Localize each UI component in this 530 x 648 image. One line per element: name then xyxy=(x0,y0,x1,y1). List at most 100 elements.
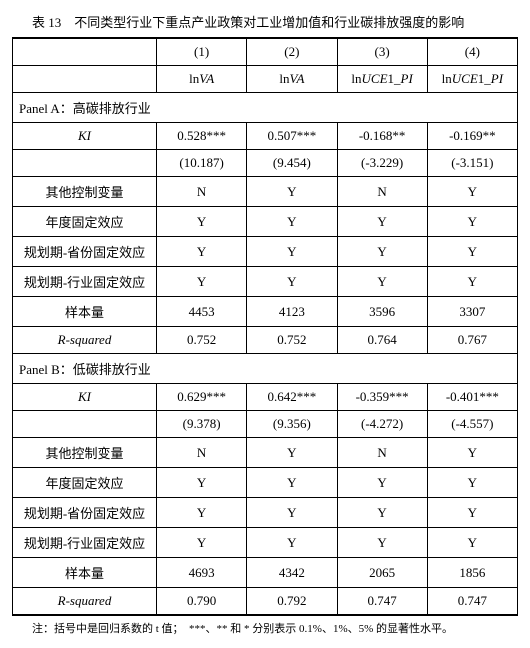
header-corner-2 xyxy=(13,66,157,93)
panelB-row-4-label: 样本量 xyxy=(13,558,157,588)
panelB-ki-c1: 0.629*** xyxy=(157,384,247,411)
table-note: 注：括号中是回归系数的 t 值； ***、** 和 * 分别表示 0.1%、1%… xyxy=(12,620,518,636)
panelA-kit-c3: (-3.229) xyxy=(337,150,427,177)
panelB-row-4-c1: 4693 xyxy=(157,558,247,588)
panelB-kit-c4: (-4.557) xyxy=(427,411,517,438)
panelB-row-0-c4: Y xyxy=(427,438,517,468)
panelB-kit-row: (9.378)(9.356)(-4.272)(-4.557) xyxy=(13,411,518,438)
panelB-row-4: 样本量4693434220651856 xyxy=(13,558,518,588)
panelB-r2-row: R-squared0.7900.7920.7470.747 xyxy=(13,588,518,616)
panelA-row-0-c1: N xyxy=(157,177,247,207)
panelB-row-0-label: 其他控制变量 xyxy=(13,438,157,468)
panelA-row-3-c4: Y xyxy=(427,267,517,297)
panelA-row-1: 年度固定效应YYYY xyxy=(13,207,518,237)
panelA-title: Panel A：高碳排放行业 xyxy=(13,93,518,123)
panelB-kit-c1: (9.378) xyxy=(157,411,247,438)
panelB-row-4-c2: 4342 xyxy=(247,558,337,588)
panelB-ki-c3: -0.359*** xyxy=(337,384,427,411)
panelA-row-3-c1: Y xyxy=(157,267,247,297)
panelB-ki-c2: 0.642*** xyxy=(247,384,337,411)
panelA-row-0-c2: Y xyxy=(247,177,337,207)
panelA-row-2-c4: Y xyxy=(427,237,517,267)
panelA-row-4-c3: 3596 xyxy=(337,297,427,327)
panelB-row-2: 规划期-省份固定效应YYYY xyxy=(13,498,518,528)
panelA-title-row: Panel A：高碳排放行业 xyxy=(13,93,518,123)
panelA-kit-c1: (10.187) xyxy=(157,150,247,177)
panelB-row-3: 规划期-行业固定效应YYYY xyxy=(13,528,518,558)
panelA-row-3-label: 规划期-行业固定效应 xyxy=(13,267,157,297)
dep-2: lnVA xyxy=(247,66,337,93)
panelA-row-1-c1: Y xyxy=(157,207,247,237)
panelB-ki-c4: -0.401*** xyxy=(427,384,517,411)
panelA-row-4-label: 样本量 xyxy=(13,297,157,327)
panelA-r2-c4: 0.767 xyxy=(427,327,517,354)
panelA-kit-c2: (9.454) xyxy=(247,150,337,177)
panelA-ki-row: KI0.528***0.507***-0.168**-0.169** xyxy=(13,123,518,150)
panelA-row-2-c3: Y xyxy=(337,237,427,267)
panelB-row-2-c4: Y xyxy=(427,498,517,528)
panelB-row-0-c3: N xyxy=(337,438,427,468)
panelB-row-0-c1: N xyxy=(157,438,247,468)
panelA-ki-c3: -0.168** xyxy=(337,123,427,150)
panelA-row-0-c4: Y xyxy=(427,177,517,207)
panelB-ki-label: KI xyxy=(13,384,157,411)
panelB-kit-c2: (9.356) xyxy=(247,411,337,438)
panelA-row-1-c4: Y xyxy=(427,207,517,237)
panelB-row-3-c4: Y xyxy=(427,528,517,558)
col-num-1: (1) xyxy=(157,38,247,66)
panelA-kit-row: (10.187)(9.454)(-3.229)(-3.151) xyxy=(13,150,518,177)
panelB-row-3-label: 规划期-行业固定效应 xyxy=(13,528,157,558)
panelA-kit-label xyxy=(13,150,157,177)
panelB-row-3-c3: Y xyxy=(337,528,427,558)
panelA-row-2-c1: Y xyxy=(157,237,247,267)
panelB-row-2-c1: Y xyxy=(157,498,247,528)
panelB-row-4-c3: 2065 xyxy=(337,558,427,588)
panelB-ki-row: KI0.629***0.642***-0.359***-0.401*** xyxy=(13,384,518,411)
panelB-title-row: Panel B：低碳排放行业 xyxy=(13,354,518,384)
regression-table: (1)(2)(3)(4)lnVAlnVAlnUCE1_PIlnUCE1_PIPa… xyxy=(12,37,518,616)
panelA-row-0-label: 其他控制变量 xyxy=(13,177,157,207)
panelA-r2-label: R-squared xyxy=(13,327,157,354)
header-row-nums: (1)(2)(3)(4) xyxy=(13,38,518,66)
panelA-ki-c2: 0.507*** xyxy=(247,123,337,150)
panelA-row-0: 其他控制变量NYNY xyxy=(13,177,518,207)
panelA-row-3: 规划期-行业固定效应YYYY xyxy=(13,267,518,297)
panelA-row-1-label: 年度固定效应 xyxy=(13,207,157,237)
panelB-r2-c4: 0.747 xyxy=(427,588,517,616)
panelB-row-2-c2: Y xyxy=(247,498,337,528)
panelA-row-4-c2: 4123 xyxy=(247,297,337,327)
panelA-r2-c3: 0.764 xyxy=(337,327,427,354)
panelA-r2-c2: 0.752 xyxy=(247,327,337,354)
panelA-ki-c1: 0.528*** xyxy=(157,123,247,150)
panelB-r2-c1: 0.790 xyxy=(157,588,247,616)
panelB-title: Panel B：低碳排放行业 xyxy=(13,354,518,384)
panelB-row-0: 其他控制变量NYNY xyxy=(13,438,518,468)
panelA-row-3-c2: Y xyxy=(247,267,337,297)
panelB-row-2-c3: Y xyxy=(337,498,427,528)
panelA-row-2: 规划期-省份固定效应YYYY xyxy=(13,237,518,267)
panelA-row-1-c3: Y xyxy=(337,207,427,237)
panelA-ki-c4: -0.169** xyxy=(427,123,517,150)
panelA-row-2-label: 规划期-省份固定效应 xyxy=(13,237,157,267)
panelA-row-0-c3: N xyxy=(337,177,427,207)
panelB-row-3-c1: Y xyxy=(157,528,247,558)
panelA-r2-c1: 0.752 xyxy=(157,327,247,354)
panelA-row-4: 样本量4453412335963307 xyxy=(13,297,518,327)
panelA-ki-label: KI xyxy=(13,123,157,150)
panelA-row-1-c2: Y xyxy=(247,207,337,237)
col-num-2: (2) xyxy=(247,38,337,66)
dep-1: lnVA xyxy=(157,66,247,93)
col-num-4: (4) xyxy=(427,38,517,66)
panelB-row-2-label: 规划期-省份固定效应 xyxy=(13,498,157,528)
panelB-row-1-label: 年度固定效应 xyxy=(13,468,157,498)
panelB-row-1: 年度固定效应YYYY xyxy=(13,468,518,498)
panelB-row-4-c4: 1856 xyxy=(427,558,517,588)
panelA-row-4-c4: 3307 xyxy=(427,297,517,327)
panelB-kit-c3: (-4.272) xyxy=(337,411,427,438)
panelB-r2-c3: 0.747 xyxy=(337,588,427,616)
panelB-row-1-c2: Y xyxy=(247,468,337,498)
dep-4: lnUCE1_PI xyxy=(427,66,517,93)
panelA-kit-c4: (-3.151) xyxy=(427,150,517,177)
panelA-row-4-c1: 4453 xyxy=(157,297,247,327)
col-num-3: (3) xyxy=(337,38,427,66)
